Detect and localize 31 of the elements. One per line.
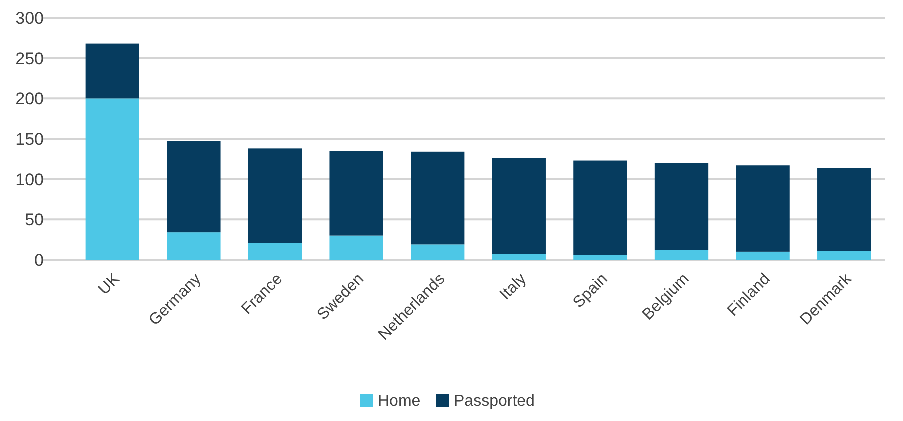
y-tick-label: 100 <box>16 170 44 190</box>
bar <box>492 254 546 260</box>
bar <box>736 252 790 260</box>
bar <box>167 232 221 260</box>
y-tick-label: 150 <box>16 130 44 149</box>
bar <box>411 152 465 245</box>
bar <box>86 44 140 99</box>
x-tick-label: Italy <box>497 270 530 304</box>
bar <box>736 166 790 252</box>
bar <box>492 158 546 254</box>
bar <box>330 151 384 236</box>
legend-label: Passported <box>454 393 535 410</box>
bar <box>330 236 384 260</box>
bar <box>818 168 872 252</box>
bar <box>818 251 872 260</box>
legend-label: Home <box>378 393 421 410</box>
y-tick-label: 50 <box>25 210 44 230</box>
y-tick-label: 200 <box>16 90 44 109</box>
y-tick-label: 250 <box>16 49 44 68</box>
bar <box>654 250 709 260</box>
bar <box>574 160 628 256</box>
bar <box>248 243 302 260</box>
bar <box>167 141 221 233</box>
bar <box>411 244 465 260</box>
y-tick-label: 300 <box>16 8 44 28</box>
bar <box>86 98 140 260</box>
bar <box>248 148 302 244</box>
y-tick-label: 0 <box>34 250 44 270</box>
bar <box>654 163 709 250</box>
bar <box>574 255 628 260</box>
x-tick-label: UK <box>96 270 124 299</box>
